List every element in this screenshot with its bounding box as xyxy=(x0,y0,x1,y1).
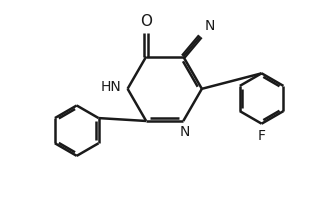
Text: O: O xyxy=(140,14,152,29)
Text: N: N xyxy=(180,125,191,139)
Text: HN: HN xyxy=(101,80,122,94)
Text: F: F xyxy=(258,129,266,143)
Text: N: N xyxy=(204,19,215,33)
